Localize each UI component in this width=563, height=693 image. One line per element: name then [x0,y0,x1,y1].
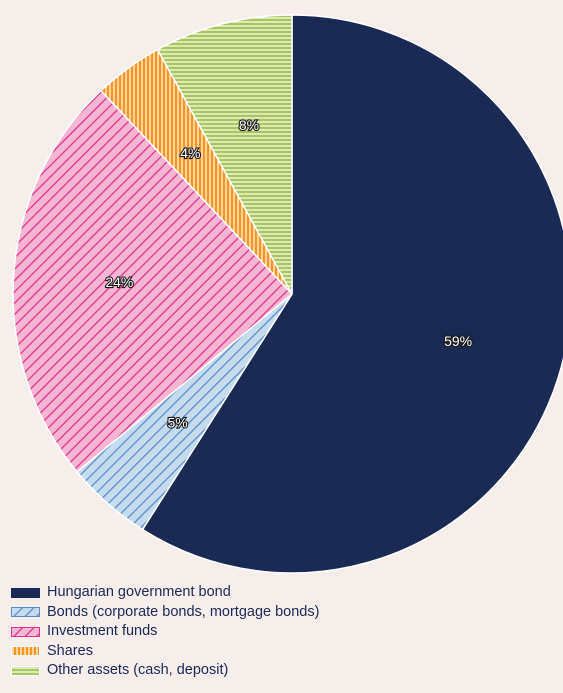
slice-label-other-assets-cash-deposit: 8% [239,117,259,133]
legend-label: Shares [47,642,93,659]
slice-label-bonds-corporate-bonds-mortgage-bonds: 5% [167,414,187,430]
pie-slice-labels: 59% 5% 24% 4% 8% [104,116,473,431]
legend-item-bonds-corporate-bonds-mortgage-bonds: Bonds (corporate bonds, mortgage bonds) [11,603,319,623]
legend-swatch [11,607,40,618]
pie-slice-other-assets-cash-deposit [156,14,293,295]
legend-item-other-assets-cash-deposit: Other assets (cash, deposit) [11,661,319,681]
legend-swatch [11,626,40,637]
pie-slice-hungarian-government-bond [141,14,563,574]
slice-label-hungarian-government-bond: 59% [444,333,472,349]
legend-item-shares: Shares [11,642,319,662]
legend-item-hungarian-government-bond: Hungarian government bond [11,583,319,603]
pie-slice-investment-funds [12,89,294,473]
pie-chart-plot: 59% 5% 24% 4% 8% [12,14,563,574]
slice-label-shares: 4% [180,145,200,161]
pie-slices [12,14,563,574]
chart-legend: Hungarian government bond Bonds (corporat… [11,583,319,681]
legend-label: Other assets (cash, deposit) [47,662,229,678]
legend-label: Hungarian government bond [47,584,231,600]
legend-swatch [11,646,40,657]
legend-swatch [11,665,40,676]
legend-label: Bonds (corporate bonds, mortgage bonds) [47,603,320,620]
legend-label: Investment funds [47,623,158,639]
legend-swatch [11,587,40,598]
legend-item-investment-funds: Investment funds [11,622,319,642]
slice-label-investment-funds: 24% [105,274,133,290]
